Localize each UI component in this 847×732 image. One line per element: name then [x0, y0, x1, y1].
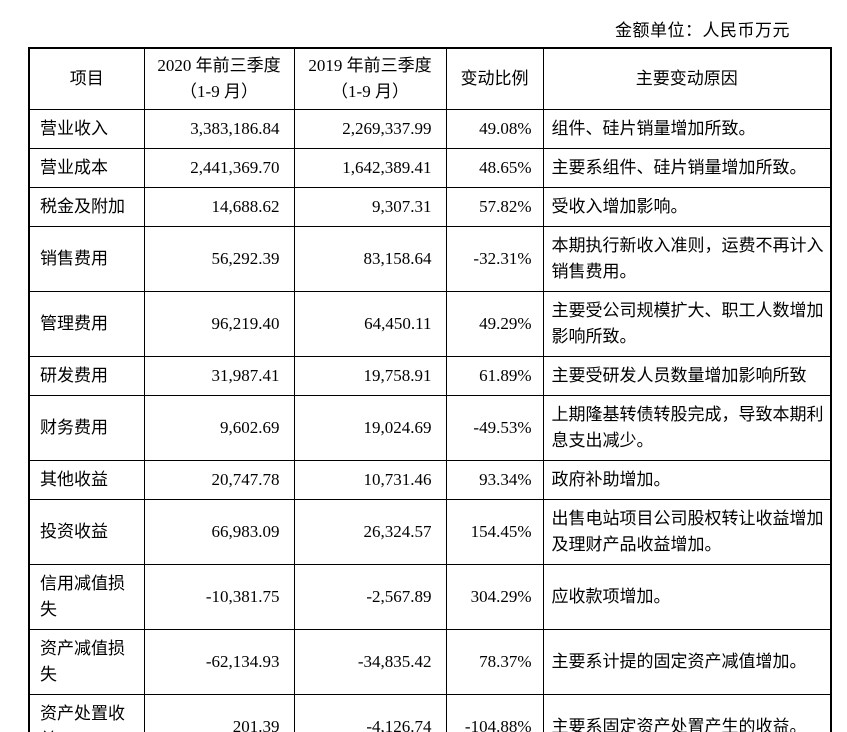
cell-change-reason: 上期隆基转债转股完成，导致本期利息支出减少。 — [542, 395, 832, 461]
table-row: 其他收益 20,747.78 10,731.46 93.34% 政府补助增加。 — [28, 460, 832, 500]
cell-2020-value: 56,292.39 — [143, 226, 295, 292]
cell-2020-value: -62,134.93 — [143, 629, 295, 695]
cell-item: 财务费用 — [28, 395, 145, 461]
cell-item: 营业收入 — [28, 109, 145, 149]
col-header-change-label: 变动比例 — [460, 69, 529, 88]
cell-2019-value: -34,835.42 — [293, 629, 447, 695]
table-row: 资产处置收益201.39-4,126.74-104.88%主要系固定资产处置产生… — [28, 694, 832, 732]
col-header-2020-line1: 2020 年前三季度 — [157, 56, 281, 75]
cell-change-ratio: 93.34% — [445, 460, 544, 500]
col-header-2019-line1: 2019 年前三季度 — [308, 56, 432, 75]
cell-change-ratio: -49.53% — [445, 395, 544, 461]
cell-change-ratio: 49.29% — [445, 291, 544, 357]
table-row: 营业收入 3,383,186.84 2,269,337.99 49.08% 组件、硅片销… — [28, 109, 832, 149]
cell-change-ratio: 304.29% — [445, 564, 544, 630]
cell-change-ratio: 154.45% — [445, 499, 544, 565]
cell-2019-value: 19,024.69 — [293, 395, 447, 461]
col-header-2019-line2: （1-9 月） — [331, 82, 409, 101]
table-body: 营业收入 3,383,186.84 2,269,337.99 49.08% 组件、硅片销… — [28, 109, 832, 732]
cell-change-ratio: 57.82% — [445, 187, 544, 227]
table-row: 信用减值损失 -10,381.75 -2,567.89 304.29% 应收款项增加。 — [28, 564, 832, 630]
table-row: 销售费用 56,292.39 83,158.64 -32.31% 本期执行新收入准则，运… — [28, 226, 832, 292]
cell-2019-value: 26,324.57 — [293, 499, 447, 565]
cell-change-reason: 受收入增加影响。 — [542, 187, 832, 227]
cell-item: 其他收益 — [28, 460, 145, 500]
table-row: 税金及附加 14,688.62 9,307.31 57.82% 受收入增加影响。 — [28, 187, 832, 227]
cell-item: 管理费用 — [28, 291, 145, 357]
cell-2020-value: 9,602.69 — [143, 395, 295, 461]
col-header-2020-line2: （1-9 月） — [180, 82, 258, 101]
cell-change-reason: 出售电站项目公司股权转让收益增加及理财产品收益增加。 — [542, 499, 832, 565]
cell-item: 资产减值损失 — [28, 629, 145, 695]
table-row: 研发费用 31,987.41 19,758.91 61.89% 主要受研发人员数量增加影… — [28, 356, 832, 396]
col-header-2019: 2019 年前三季度 （1-9 月） — [293, 47, 447, 110]
table-row: 营业成本 2,441,369.70 1,642,389.41 48.65% 主要系组件、… — [28, 148, 832, 188]
cell-change-ratio: 78.37% — [445, 629, 544, 695]
cell-2020-value: 31,987.41 — [143, 356, 295, 396]
cell-2019-value: 1,642,389.41 — [293, 148, 447, 188]
cell-2020-value: 96,219.40 — [143, 291, 295, 357]
cell-2020-value: -10,381.75 — [143, 564, 295, 630]
cell-2020-value: 3,383,186.84 — [143, 109, 295, 149]
table-row: 管理费用 96,219.40 64,450.11 49.29% 主要受公司规模扩大、职工… — [28, 291, 832, 357]
cell-change-ratio: 49.08% — [445, 109, 544, 149]
cell-2019-value: 19,758.91 — [293, 356, 447, 396]
cell-2020-value: 20,747.78 — [143, 460, 295, 500]
cell-item: 信用减值损失 — [28, 564, 145, 630]
cell-change-reason: 主要受公司规模扩大、职工人数增加影响所致。 — [542, 291, 832, 357]
cell-2019-value: -4,126.74 — [293, 694, 447, 732]
cell-change-reason: 本期执行新收入准则，运费不再计入销售费用。 — [542, 226, 832, 292]
cell-2019-value: 83,158.64 — [293, 226, 447, 292]
unit-label: 金额单位：人民币万元 — [615, 21, 790, 40]
cell-change-ratio: -104.88% — [445, 694, 544, 732]
cell-item: 研发费用 — [28, 356, 145, 396]
cell-2020-value: 66,983.09 — [143, 499, 295, 565]
cell-2019-value: 2,269,337.99 — [293, 109, 447, 149]
cell-change-reason: 主要系计提的固定资产减值增加。 — [542, 629, 832, 695]
cell-change-reason: 主要受研发人员数量增加影响所致 — [542, 356, 832, 396]
cell-item: 投资收益 — [28, 499, 145, 565]
cell-change-reason: 应收款项增加。 — [542, 564, 832, 630]
table-row: 资产减值损失 -62,134.93 -34,835.42 78.37% 主要系计提的固定… — [28, 629, 832, 695]
cell-item: 销售费用 — [28, 226, 145, 292]
cell-change-reason: 组件、硅片销量增加所致。 — [542, 109, 832, 149]
cell-change-ratio: 61.89% — [445, 356, 544, 396]
financial-change-table: 项目 2020 年前三季度 （1-9 月） 2019 年前三季度 （1-9 月）… — [28, 47, 832, 732]
cell-2020-value: 201.39 — [143, 694, 295, 732]
col-header-reason-label: 主要变动原因 — [635, 69, 738, 88]
cell-change-ratio: 48.65% — [445, 148, 544, 188]
cell-item: 税金及附加 — [28, 187, 145, 227]
col-header-item-label: 项目 — [69, 69, 104, 88]
cell-change-reason: 主要系固定资产处置产生的收益。 — [542, 694, 832, 732]
col-header-change: 变动比例 — [445, 47, 544, 110]
col-header-item: 项目 — [28, 47, 145, 110]
cell-item: 营业成本 — [28, 148, 145, 188]
col-header-2020: 2020 年前三季度 （1-9 月） — [143, 47, 295, 110]
cell-item: 资产处置收益 — [28, 694, 145, 732]
cell-change-reason: 主要系组件、硅片销量增加所致。 — [542, 148, 832, 188]
cell-change-ratio: -32.31% — [445, 226, 544, 292]
table-row: 财务费用 9,602.69 19,024.69 -49.53% 上期隆基转债转股完成，导… — [28, 395, 832, 461]
table-row: 投资收益 66,983.09 26,324.57 154.45% 出售电站项目公司股权转… — [28, 499, 832, 565]
cell-2019-value: 64,450.11 — [293, 291, 447, 357]
header-row: 项目 2020 年前三季度 （1-9 月） 2019 年前三季度 （1-9 月）… — [28, 47, 832, 110]
cell-change-reason: 政府补助增加。 — [542, 460, 832, 500]
cell-2019-value: -2,567.89 — [293, 564, 447, 630]
cell-2019-value: 9,307.31 — [293, 187, 447, 227]
col-header-reason: 主要变动原因 — [542, 47, 832, 110]
cell-2020-value: 2,441,369.70 — [143, 148, 295, 188]
cell-2019-value: 10,731.46 — [293, 460, 447, 500]
cell-2020-value: 14,688.62 — [143, 187, 295, 227]
